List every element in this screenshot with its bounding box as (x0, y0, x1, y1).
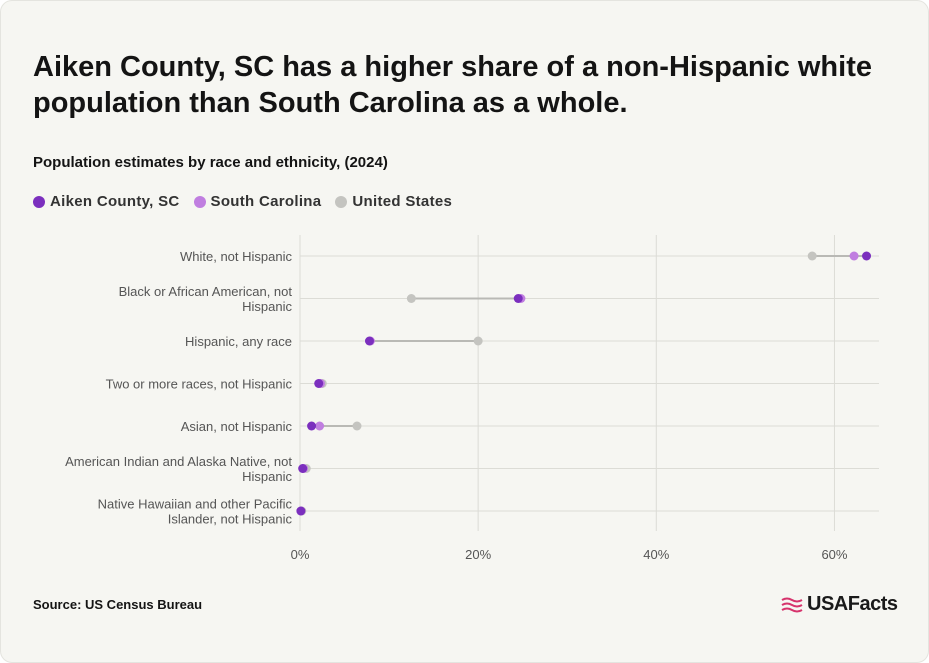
dot-united-states (807, 251, 817, 261)
category-label: Two or more races, not Hispanic (106, 377, 293, 392)
usafacts-logo[interactable]: USAFacts (781, 593, 898, 616)
x-tick-label: 0% (291, 547, 310, 562)
dot-aiken-county-sc (314, 379, 324, 388)
dot-aiken-county-sc (307, 421, 317, 431)
legend-dot-aiken (33, 195, 45, 208)
legend-item-united-states[interactable]: United States (335, 193, 452, 210)
source-note: Source: US Census Bureau (33, 597, 203, 612)
dot-aiken-county-sc (364, 336, 374, 346)
dot-south-carolina (315, 421, 325, 431)
category-label: Hispanic, any race (185, 334, 292, 349)
category-label: Native Hawaiian and other Pacific Islande… (98, 497, 293, 527)
category-label: White, not Hispanic (180, 249, 292, 264)
x-tick-label: 60% (821, 547, 847, 562)
dot-united-states (406, 294, 416, 303)
legend-dot-south-carolina (193, 195, 206, 208)
x-tick-label: 20% (465, 547, 491, 562)
legend-label-south-carolina: South Carolina (210, 193, 322, 210)
dot-united-states (473, 336, 483, 346)
x-tick-label: 40% (643, 547, 669, 562)
legend-label-aiken: Aiken County, SC (50, 193, 180, 210)
logo-text: USAFacts (807, 593, 898, 615)
legend-item-aiken[interactable]: Aiken County, SC (33, 193, 180, 210)
legend-label-united-states: United States (352, 193, 453, 210)
chart-subtitle: Population estimates by race and ethnici… (33, 154, 388, 171)
category-label: American Indian and Alaska Native, not Hi… (65, 454, 292, 484)
dot-aiken-county-sc (296, 506, 306, 516)
dot-aiken-county-sc (298, 464, 308, 473)
dot-aiken-county-sc (862, 251, 872, 261)
legend: Aiken County, SC South Carolina United S… (33, 193, 466, 210)
dot-south-carolina (849, 251, 859, 261)
dot-aiken-county-sc (513, 294, 523, 303)
dot-united-states (352, 421, 362, 431)
chart-title: Aiken County, SC has a higher share of a… (33, 51, 872, 119)
legend-dot-united-states (335, 195, 348, 208)
category-label: Black or African American, not Hispanic (119, 284, 293, 314)
category-label: Asian, not Hispanic (181, 419, 293, 434)
flag-icon (781, 597, 803, 612)
legend-item-south-carolina[interactable]: South Carolina (193, 193, 322, 210)
